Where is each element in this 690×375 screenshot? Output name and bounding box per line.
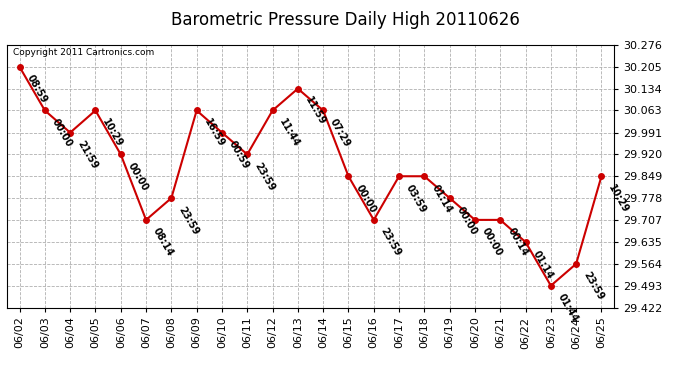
- Text: 00:00: 00:00: [126, 161, 150, 193]
- Text: 16:59: 16:59: [201, 117, 226, 149]
- Text: 10:29: 10:29: [607, 183, 631, 214]
- Text: 23:59: 23:59: [581, 270, 605, 302]
- Text: 23:59: 23:59: [253, 161, 277, 193]
- Text: 08:14: 08:14: [151, 226, 175, 258]
- Text: Copyright 2011 Cartronics.com: Copyright 2011 Cartronics.com: [13, 48, 155, 57]
- Text: 00:00: 00:00: [480, 226, 504, 258]
- Text: 11:59: 11:59: [303, 95, 327, 127]
- Text: 03:59: 03:59: [404, 183, 428, 214]
- Text: 23:59: 23:59: [177, 205, 201, 237]
- Text: 10:29: 10:29: [101, 117, 125, 149]
- Text: 01:14: 01:14: [429, 183, 453, 214]
- Text: 08:59: 08:59: [25, 74, 49, 105]
- Text: 01:44: 01:44: [556, 292, 580, 324]
- Text: 00:00: 00:00: [50, 117, 74, 149]
- Text: 07:29: 07:29: [328, 117, 353, 149]
- Text: 23:59: 23:59: [379, 226, 403, 258]
- Text: 00:00: 00:00: [455, 205, 479, 237]
- Text: 00:00: 00:00: [353, 183, 377, 214]
- Text: 21:59: 21:59: [75, 139, 99, 171]
- Text: Barometric Pressure Daily High 20110626: Barometric Pressure Daily High 20110626: [170, 11, 520, 29]
- Text: 01:14: 01:14: [531, 249, 555, 280]
- Text: 11:44: 11:44: [277, 117, 302, 149]
- Text: 00:14: 00:14: [505, 226, 529, 258]
- Text: 00:59: 00:59: [227, 139, 251, 171]
